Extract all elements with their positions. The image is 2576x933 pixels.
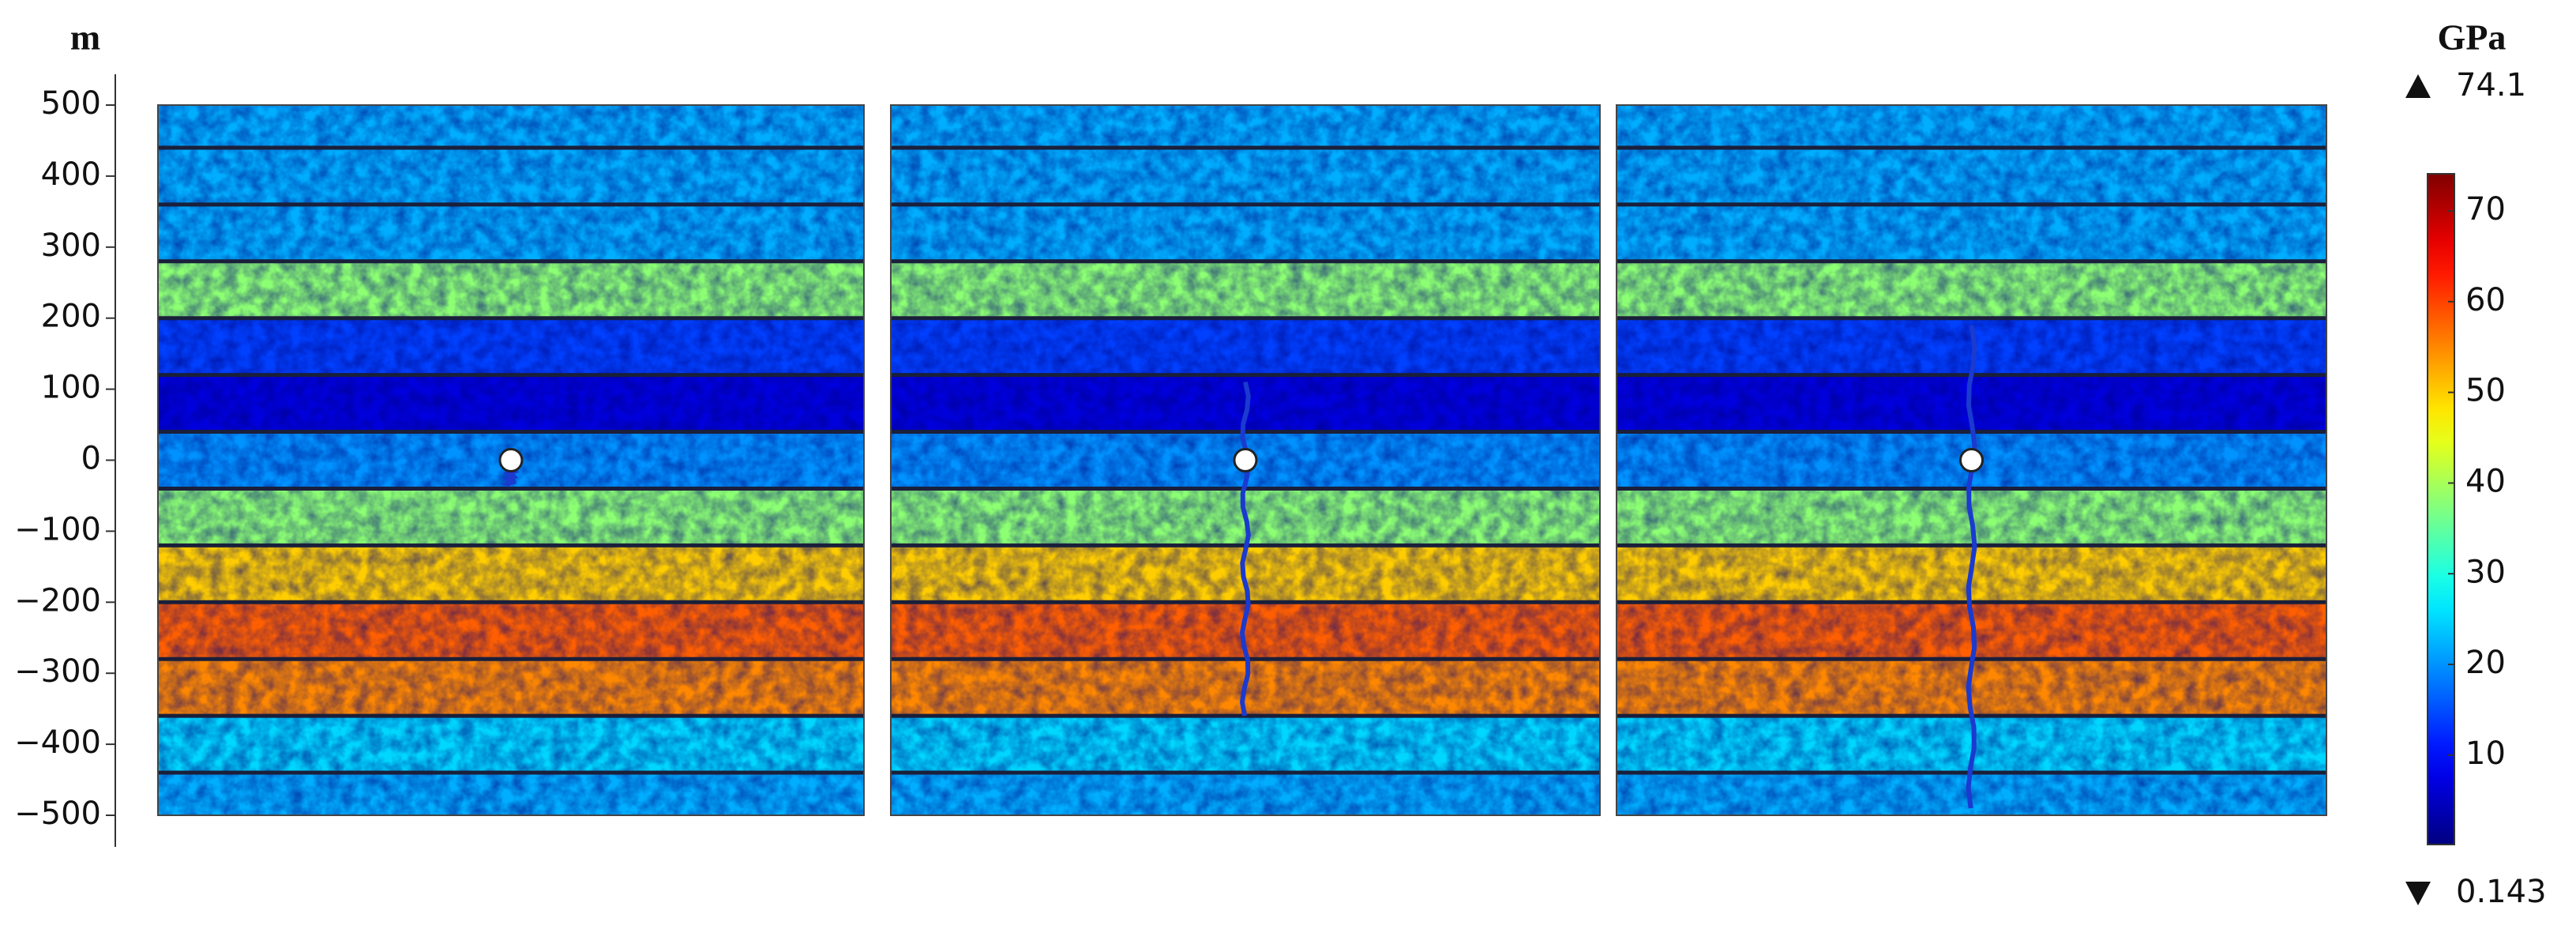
colorbar-tick-label: 10 [2465, 735, 2506, 772]
colorbar-title: GPa [2438, 17, 2507, 58]
y-tick-label: −500 [14, 796, 101, 832]
colorbar-tick-label: 20 [2465, 645, 2506, 681]
y-tick-label: −200 [14, 582, 101, 619]
y-tick-label: 400 [41, 156, 101, 193]
crack [1966, 325, 1977, 809]
y-tick-label: 0 [81, 441, 101, 477]
colorbar-tick-label: 60 [2465, 282, 2506, 318]
y-tick-label: −400 [14, 724, 101, 761]
colorbar [2427, 173, 2455, 845]
y-tick-label: 200 [41, 299, 101, 335]
borehole [498, 448, 524, 472]
max-marker [2405, 74, 2431, 98]
borehole [1959, 448, 1984, 472]
panel-frame [890, 104, 1601, 816]
crack [1239, 381, 1252, 717]
colorbar-max: 74.1 [2456, 67, 2526, 103]
colorbar-tick-label: 40 [2465, 463, 2506, 499]
colorbar-tick-label: 30 [2465, 554, 2506, 590]
panel [157, 104, 865, 816]
min-marker [2405, 882, 2431, 905]
y-tick-label: −300 [14, 653, 101, 690]
panel-frame [157, 104, 865, 816]
colorbar-tick-label: 70 [2465, 191, 2506, 228]
y-tick-label: −100 [14, 511, 101, 547]
y-axis-label: m [70, 17, 100, 58]
y-tick-label: 500 [41, 85, 101, 122]
y-tick-label: 300 [41, 228, 101, 264]
panel-frame [1616, 104, 2327, 816]
panel [1616, 104, 2327, 816]
y-tick-label: 100 [41, 370, 101, 406]
colorbar-tick-label: 50 [2465, 373, 2506, 409]
colorbar-min: 0.143 [2456, 874, 2547, 910]
panel [890, 104, 1601, 816]
borehole [1233, 448, 1258, 472]
